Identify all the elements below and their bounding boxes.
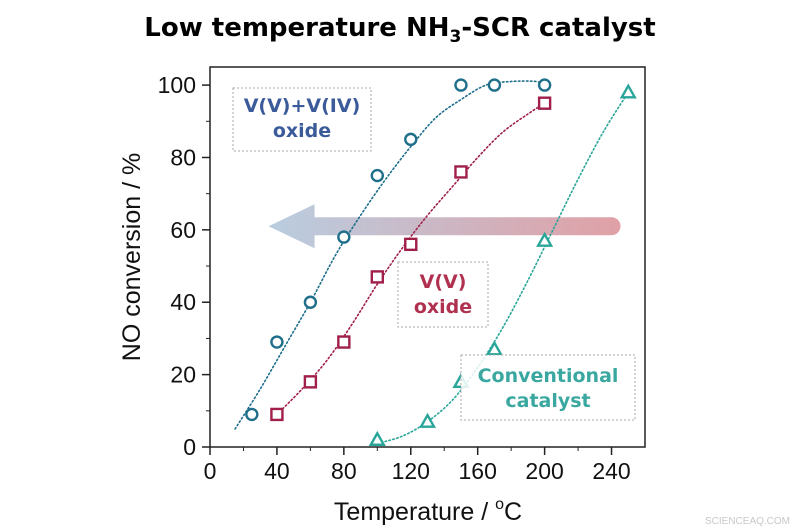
- label-box-conventional: [460, 354, 636, 421]
- chart-title: Low temperature NH3-SCR catalyst: [144, 13, 655, 47]
- x-tick-label: 40: [264, 458, 290, 484]
- data-point-series-0: [270, 335, 284, 349]
- plot-area-frame: [209, 66, 646, 448]
- data-points: [245, 78, 637, 446]
- data-point-series-0: [337, 230, 351, 244]
- arrow-shape: [268, 204, 621, 249]
- y-tick-label: 60: [170, 217, 196, 243]
- x-axis-label: Temperature / oC: [334, 496, 522, 526]
- data-point-series-1: [537, 96, 552, 110]
- x-tick-label: 160: [459, 458, 497, 484]
- y-axis-ticks: 0 20 40 60 80 100: [158, 72, 210, 460]
- data-point-series-1: [337, 335, 351, 349]
- y-tick-label: 40: [170, 289, 196, 315]
- data-point-series-0: [370, 168, 385, 183]
- y-tick-label: 20: [170, 362, 196, 388]
- data-point-series-2: [619, 83, 637, 99]
- series-label-conventional: Conventional catalyst: [478, 365, 619, 412]
- x-axis-ticks: 0 40 80 120 160 200 240: [204, 447, 631, 484]
- data-point-series-1: [454, 165, 468, 179]
- data-point-series-0: [404, 132, 418, 147]
- watermark: SCIENCEAQ.COM: [705, 516, 790, 527]
- data-point-series-0: [487, 78, 502, 92]
- data-point-series-2: [418, 412, 437, 428]
- x-tick-label: 0: [204, 458, 217, 484]
- trend-arrow: [268, 204, 621, 249]
- label-box-vv: [397, 261, 489, 328]
- y-tick-label: 100: [158, 72, 196, 98]
- data-point-series-2: [485, 340, 503, 356]
- x-tick-label: 80: [331, 458, 357, 484]
- x-tick-label: 200: [525, 458, 563, 484]
- y-axis-label: NO conversion / %: [118, 153, 146, 361]
- fit-curve-series-0: [234, 80, 546, 430]
- data-point-series-1: [370, 270, 385, 284]
- data-point-series-1: [303, 375, 318, 389]
- data-point-series-2: [536, 231, 554, 247]
- data-point-series-0: [303, 295, 318, 309]
- label-box-vv-viv: [232, 87, 372, 152]
- data-point-series-0: [537, 78, 552, 92]
- data-point-series-0: [454, 78, 468, 92]
- y-tick-label: 0: [183, 434, 196, 460]
- series-label-vv: V(V) oxide: [414, 271, 472, 318]
- data-point-series-2: [368, 430, 386, 446]
- y-tick-label: 80: [170, 144, 196, 170]
- data-point-series-0: [245, 407, 259, 422]
- data-point-series-1: [404, 237, 418, 252]
- data-point-series-1: [270, 407, 284, 422]
- x-tick-label: 240: [592, 458, 630, 484]
- x-tick-label: 120: [392, 458, 430, 484]
- fit-curves: [234, 80, 630, 445]
- fit-curve-series-2: [376, 91, 630, 445]
- fit-curve-series-1: [276, 102, 546, 416]
- series-label-vv-viv: V(V)+V(IV) oxide: [244, 95, 361, 142]
